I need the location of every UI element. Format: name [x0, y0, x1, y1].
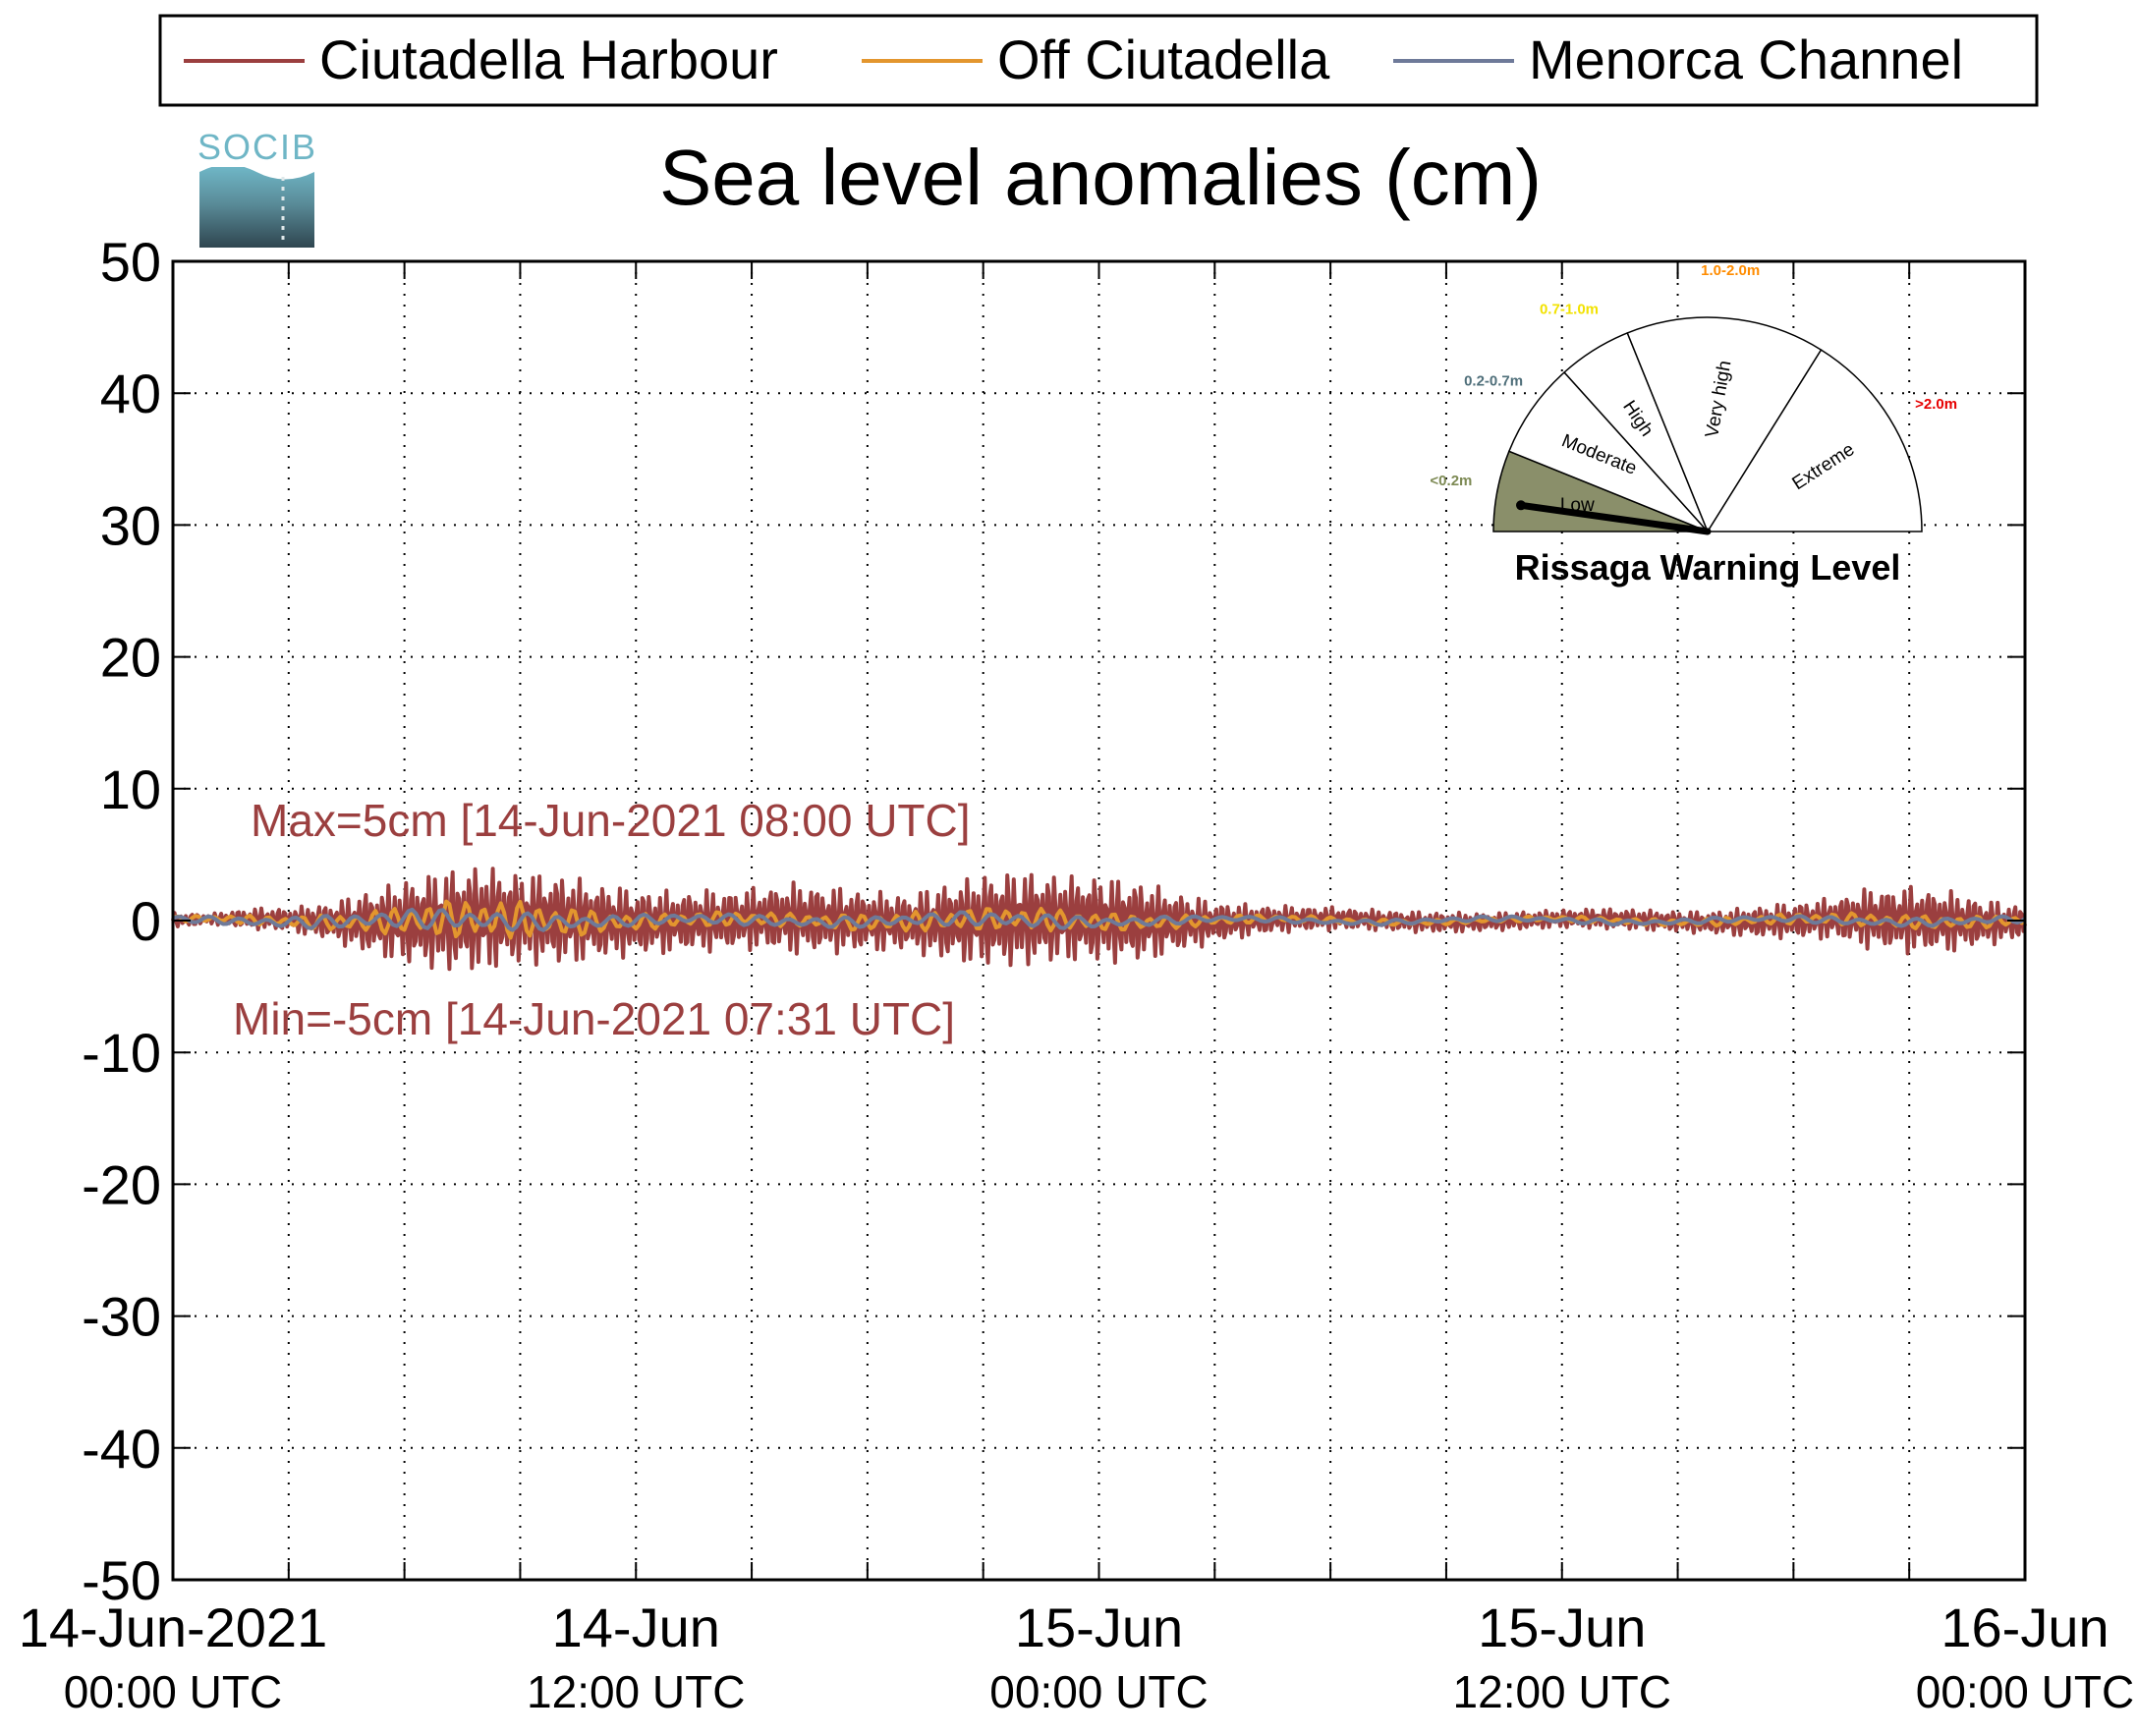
y-tick-label: 40 [100, 363, 161, 424]
legend-label-ciutadella-harbour: Ciutadella Harbour [319, 28, 778, 90]
gauge-sector-very-high [1626, 316, 1823, 533]
x-tick-label-time: 12:00 UTC [527, 1666, 745, 1717]
axis-ticks [173, 260, 2025, 1581]
legend: Ciutadella Harbour Off Ciutadella Menorc… [158, 14, 2039, 107]
gauge-range-label: >2.0m [1915, 396, 1957, 413]
x-tick-label-time: 00:00 UTC [64, 1666, 282, 1717]
gauge-title: Rissaga Warning Level [1515, 547, 1901, 588]
gauge-range-label: 0.7-1.0m [1540, 301, 1599, 317]
gauge-sector-extreme [1706, 349, 1923, 532]
min-annotation: Min=-5cm [14-Jun-2021 07:31 UTC] [233, 993, 955, 1044]
legend-label-off-ciutadella: Off Ciutadella [997, 28, 1330, 90]
y-tick-label: 20 [100, 627, 161, 689]
series-lines [171, 867, 2027, 972]
y-tick-label: -50 [82, 1549, 161, 1611]
x-tick-label-time: 12:00 UTC [1453, 1666, 1671, 1717]
x-tick-label-date: 14-Jun [552, 1596, 720, 1658]
y-tick-label: -30 [82, 1286, 161, 1348]
series-line-off-ciutadella [171, 899, 2026, 940]
y-tick-label: -20 [82, 1153, 161, 1215]
x-tick-label-time: 00:00 UTC [989, 1666, 1208, 1717]
y-tick-label: 50 [100, 231, 161, 293]
gauge-needle [1517, 501, 1712, 535]
gauge-range-label: <0.2m [1430, 473, 1472, 489]
x-tick-labels: 14-Jun-2021 00:00 UTC 14-Jun 12:00 UTC 15-Ju… [19, 1596, 2134, 1717]
legend-label-menorca-channel: Menorca Channel [1529, 28, 1963, 90]
gauge-range-label: 1.0-2.0m [1701, 262, 1760, 279]
logo-text: SOCIB [197, 127, 317, 167]
y-tick-label: 0 [131, 890, 161, 952]
socib-logo: SOCIB [197, 127, 317, 248]
y-tick-label: -10 [82, 1022, 161, 1084]
series-line-ciutadella-harbour [171, 867, 2027, 972]
y-tick-label: -40 [82, 1418, 161, 1480]
x-tick-label-date: 15-Jun [1478, 1596, 1646, 1658]
gauge-needle-tip [1516, 500, 1526, 511]
gauge-range-label: 0.2-0.7m [1464, 372, 1523, 389]
gauge-sector-moderate [1507, 370, 1709, 532]
x-tick-label-date: 14-Jun-2021 [19, 1596, 327, 1658]
x-tick-label-time: 00:00 UTC [1916, 1666, 2134, 1717]
rissaga-warning-gauge: Low<0.2mModerate0.2-0.7mHigh0.7-1.0mVery… [1430, 262, 1957, 535]
y-tick-labels: 50 40 30 20 10 0 -10 -20 -30 -40 -50 [82, 231, 161, 1611]
max-annotation: Max=5cm [14-Jun-2021 08:00 UTC] [251, 795, 971, 846]
y-tick-label: 10 [100, 758, 161, 820]
series-line-menorca-channel [172, 907, 2027, 932]
x-tick-label-date: 16-Jun [1940, 1596, 2109, 1658]
y-tick-label: 30 [100, 494, 161, 556]
x-tick-label-date: 15-Jun [1015, 1596, 1183, 1658]
chart-title: Sea level anomalies (cm) [659, 134, 1542, 221]
